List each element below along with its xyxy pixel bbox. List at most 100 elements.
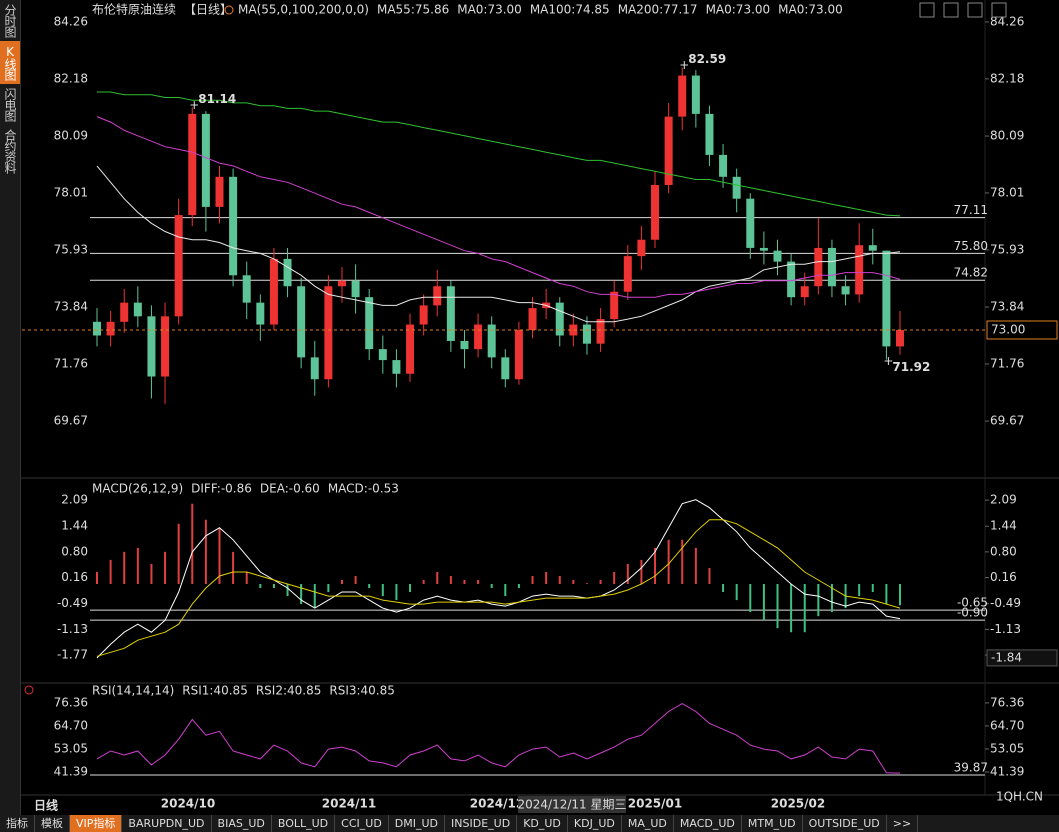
candle-body bbox=[855, 245, 864, 295]
toolbar-tab[interactable]: KDJ_UD bbox=[568, 815, 622, 832]
candle-body bbox=[596, 319, 605, 344]
y-tick-label: 82.18 bbox=[54, 71, 88, 85]
y-tick-label: 80.09 bbox=[54, 129, 88, 143]
candle-body bbox=[433, 286, 442, 306]
date-label: 2024/11 bbox=[322, 797, 376, 811]
toolbar-tab[interactable]: OUTSIDE_UD bbox=[803, 815, 887, 832]
candle-body bbox=[161, 316, 170, 377]
toolbar-tab[interactable]: BARUPDN_UD bbox=[122, 815, 212, 832]
side-tab[interactable]: 合约资料 bbox=[3, 129, 17, 173]
y-tick-label: 80.09 bbox=[990, 129, 1024, 143]
y-tick-label: 71.76 bbox=[990, 356, 1024, 370]
candle-body bbox=[610, 291, 619, 320]
legend-item: RSI1:40.85 bbox=[182, 684, 248, 698]
extreme-label: 82.59 bbox=[688, 52, 726, 66]
candle-body bbox=[474, 324, 483, 350]
y-tick-label: -0.49 bbox=[57, 596, 88, 610]
candle-body bbox=[106, 321, 115, 336]
candle-body bbox=[514, 330, 523, 380]
candle-body bbox=[310, 357, 319, 380]
level-label: -0.90 bbox=[957, 606, 988, 620]
candle-body bbox=[896, 330, 904, 347]
candle-body bbox=[201, 113, 210, 207]
toolbar-tab[interactable]: BIAS_UD bbox=[212, 815, 272, 832]
side-tab[interactable]: 闪电图 bbox=[3, 88, 17, 121]
candle-body bbox=[882, 250, 891, 347]
toolbar-tab[interactable]: VIP指标 bbox=[70, 815, 123, 832]
date-label: 2024/12 bbox=[470, 797, 524, 811]
y-tick-label: 2.09 bbox=[61, 493, 88, 507]
candle-body bbox=[365, 297, 374, 350]
candle-body bbox=[406, 324, 415, 374]
extreme-label: 71.92 bbox=[892, 360, 930, 374]
y-tick-label: 69.67 bbox=[54, 414, 88, 428]
y-tick-label: 0.16 bbox=[61, 570, 88, 584]
candle-body bbox=[827, 247, 836, 287]
legend-item: RSI2:40.85 bbox=[256, 684, 322, 698]
legend-item: 布伦特原油连续 bbox=[92, 2, 176, 17]
y-tick-label: 73.84 bbox=[990, 300, 1024, 314]
candle-body bbox=[242, 275, 251, 303]
y-tick-label: 0.80 bbox=[61, 544, 88, 558]
date-label: 2024/10 bbox=[161, 797, 215, 811]
y-tick-label: 78.01 bbox=[54, 185, 88, 199]
candle-body bbox=[528, 308, 537, 331]
candle-body bbox=[133, 302, 142, 317]
cursor-value-label: -1.84 bbox=[991, 650, 1022, 664]
legend-item: MACD:-0.53 bbox=[328, 482, 399, 496]
y-tick-label: 82.18 bbox=[990, 71, 1024, 85]
candle-body bbox=[759, 247, 768, 251]
candle-body bbox=[487, 324, 496, 358]
candle-body bbox=[705, 113, 714, 155]
toolbar-tab[interactable]: KD_UD bbox=[517, 815, 568, 832]
window-icon[interactable] bbox=[991, 2, 1007, 18]
toolbar-tab[interactable]: DMI_UD bbox=[389, 815, 446, 832]
y-tick-label: 0.16 bbox=[990, 570, 1017, 584]
toolbar-tab[interactable]: BOLL_UD bbox=[272, 815, 336, 832]
toolbar-tab[interactable]: 模板 bbox=[35, 815, 70, 832]
y-tick-label: 41.39 bbox=[54, 764, 88, 778]
candle-body bbox=[283, 258, 292, 287]
y-tick-label: 0.80 bbox=[990, 544, 1017, 558]
toolbar: 指标 模板 VIP指标 BARUPDN_UD BIAS_UD BOLL_UD CCI_UD D… bbox=[0, 815, 1059, 832]
toolbar-tab[interactable]: MACD_UD bbox=[674, 815, 742, 832]
candle-body bbox=[637, 239, 646, 257]
window-icon[interactable] bbox=[919, 2, 935, 18]
side-tab[interactable]: K线图 bbox=[0, 41, 20, 84]
ma-line bbox=[97, 91, 901, 217]
rsi-line bbox=[96, 703, 901, 774]
window-icon[interactable] bbox=[967, 2, 983, 18]
candle-body bbox=[719, 154, 728, 177]
date-label: 2025/02 bbox=[771, 797, 825, 811]
toolbar-tab[interactable]: >> bbox=[887, 815, 919, 832]
toolbar-tab[interactable]: CCI_UD bbox=[335, 815, 389, 832]
window-icon[interactable] bbox=[943, 2, 959, 18]
candle-body bbox=[746, 198, 755, 248]
y-tick-label: 84.26 bbox=[990, 14, 1024, 28]
legend-item: MA0:73.00 bbox=[778, 3, 843, 17]
candle-body bbox=[378, 349, 387, 361]
toolbar-tab[interactable]: INSIDE_UD bbox=[445, 815, 518, 832]
sidebar: 分时图 K线图闪电图合约资料 bbox=[0, 0, 21, 815]
side-tab[interactable]: 分时图 bbox=[3, 4, 17, 37]
y-tick-label: -0.49 bbox=[990, 596, 1021, 610]
crosshair-box bbox=[518, 796, 626, 813]
extreme-marker: + bbox=[189, 98, 199, 112]
candle-body bbox=[256, 302, 265, 325]
level-label: -0.65 bbox=[957, 596, 988, 610]
candle-body bbox=[501, 357, 510, 380]
toolbar-tab[interactable]: 指标 bbox=[0, 815, 35, 832]
level-label: 74.82 bbox=[954, 266, 988, 280]
cursor-value-box bbox=[986, 649, 1058, 667]
y-tick-label: 1.44 bbox=[61, 519, 88, 533]
level-label: 77.11 bbox=[954, 203, 988, 217]
ma-line bbox=[96, 116, 901, 298]
candle-body bbox=[582, 324, 591, 344]
y-tick-label: -1.13 bbox=[990, 622, 1021, 636]
candle-body bbox=[691, 75, 700, 114]
chart: 84.26 84.26 82.18 82.18 80.09 80.09 78.01 78.01… bbox=[20, 0, 1059, 813]
last-price-label: 73.00 bbox=[991, 323, 1025, 337]
legend-item: MA0:73.00 bbox=[706, 3, 771, 17]
toolbar-tab[interactable]: MA_UD bbox=[622, 815, 674, 832]
toolbar-tab[interactable]: MTM_UD bbox=[742, 815, 803, 832]
